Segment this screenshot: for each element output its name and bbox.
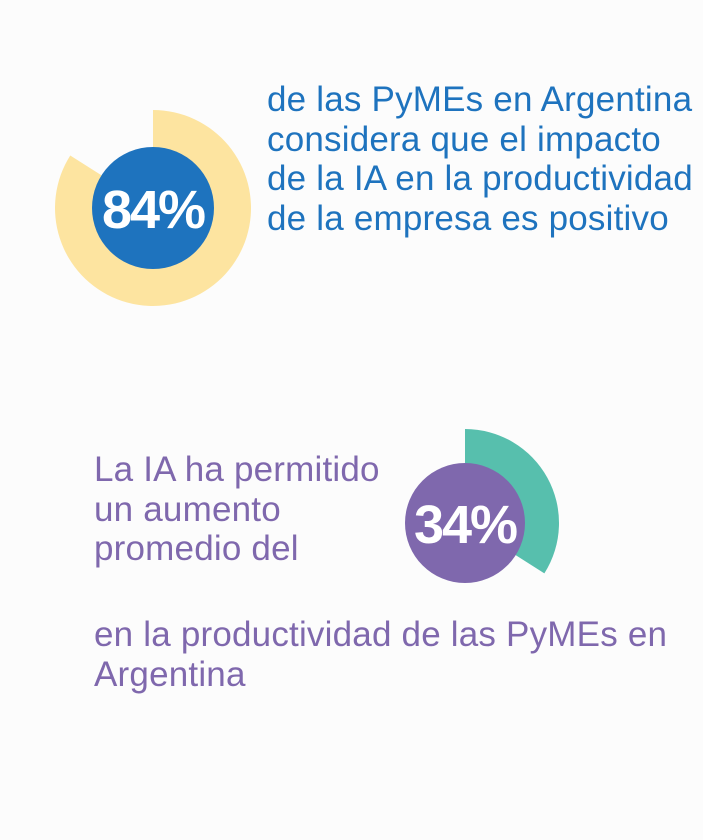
stat-84-caption: de las PyMEs en Argentina considera que …	[267, 80, 693, 238]
donut-84-center-circle	[92, 147, 214, 269]
stat-34-caption-after: en la productividad de las PyMEs en Arge…	[94, 615, 668, 694]
donut-34-center-circle	[405, 463, 525, 583]
donut-84-value-label: 84%	[102, 180, 205, 240]
donut-34-value-label: 34%	[414, 495, 517, 555]
stat-34-caption-before: La IA ha permitido un aumento promedio d…	[94, 450, 380, 569]
donut-84-ring-segment	[54, 110, 251, 306]
